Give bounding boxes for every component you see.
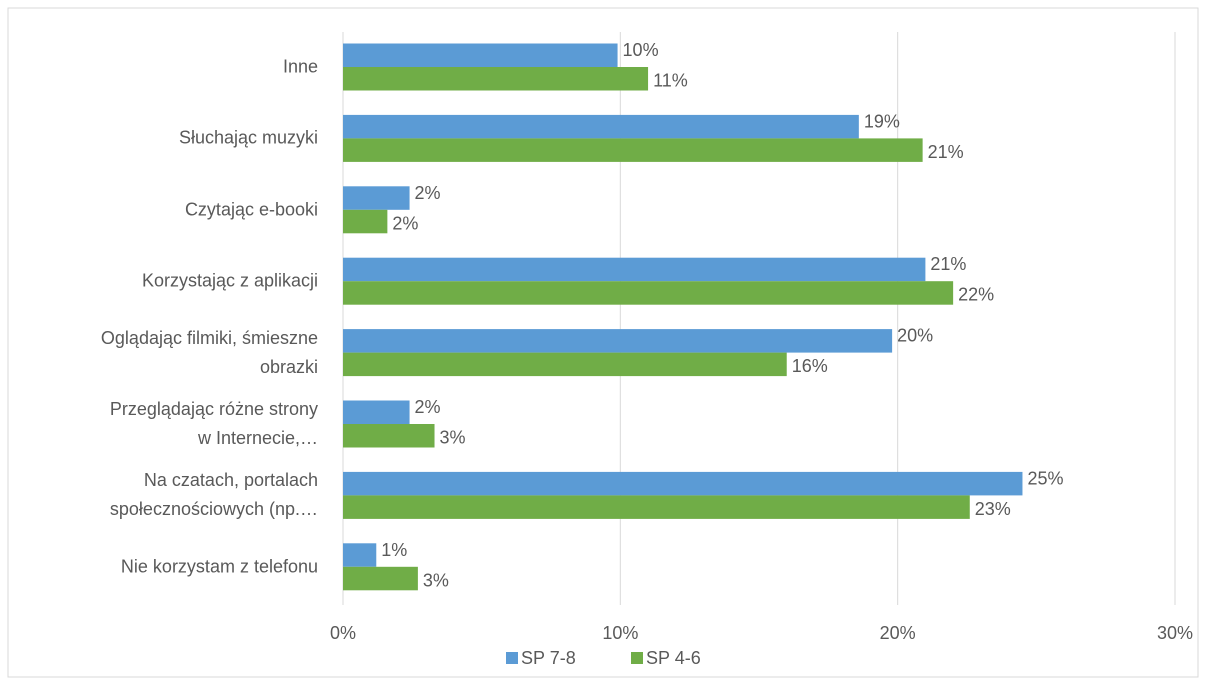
bar <box>343 424 435 448</box>
x-tick-label: 0% <box>330 623 356 643</box>
bar <box>343 329 893 353</box>
value-label: 2% <box>415 397 441 417</box>
value-label: 21% <box>930 254 966 274</box>
value-label: 2% <box>415 183 441 203</box>
value-label: 22% <box>958 285 994 305</box>
bar <box>343 138 923 162</box>
bar <box>343 43 618 67</box>
x-tick-label: 20% <box>880 623 916 643</box>
value-label: 10% <box>623 40 659 60</box>
value-label: 1% <box>381 540 407 560</box>
x-tick-label: 10% <box>602 623 638 643</box>
x-tick-label: 30% <box>1157 623 1193 643</box>
category-label: Czytając e-booki <box>184 199 318 220</box>
category-label: Przeglądając różne strony w Internecie,… <box>109 399 318 448</box>
value-label: 3% <box>440 428 466 448</box>
value-label: 3% <box>423 570 449 590</box>
bar <box>343 471 1023 496</box>
value-label: 23% <box>975 499 1011 519</box>
value-label: 21% <box>928 142 964 162</box>
bar <box>343 543 377 567</box>
bar <box>343 352 787 377</box>
category-label: Na czatach, portalach społecznościowych … <box>109 470 318 520</box>
value-label: 19% <box>864 111 900 131</box>
value-label: 16% <box>792 356 828 376</box>
chart-border <box>7 7 1199 678</box>
bar <box>343 281 954 305</box>
value-label: 25% <box>1027 468 1063 488</box>
bar <box>343 114 859 139</box>
bar <box>343 209 388 234</box>
legend-swatch <box>631 652 643 664</box>
value-label: 2% <box>392 213 418 233</box>
legend-swatch <box>506 652 518 664</box>
category-label: Nie korzystam z telefonu <box>120 556 318 577</box>
category-label: Słuchając muzyki <box>178 127 318 148</box>
value-label: 20% <box>897 326 933 346</box>
value-label: 11% <box>653 71 688 91</box>
category-label: Inne <box>282 56 318 77</box>
legend-label: SP 7-8 <box>521 648 576 668</box>
category-label: Oglądając filmiki, śmieszne obrazki <box>100 327 318 377</box>
category-label: Korzystając z aplikacji <box>141 270 318 291</box>
bar <box>343 257 926 282</box>
legend-label: SP 4-6 <box>646 648 701 668</box>
bar <box>343 495 970 519</box>
bar <box>343 186 410 210</box>
bar <box>343 566 418 591</box>
bar <box>343 67 649 91</box>
bar <box>343 400 410 424</box>
